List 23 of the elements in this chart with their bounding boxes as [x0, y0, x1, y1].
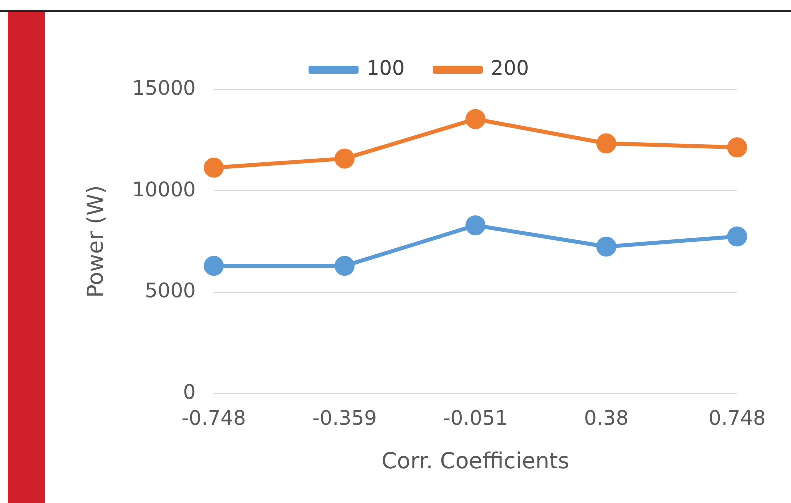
y-tick-label: 15000 [132, 76, 196, 100]
legend-label: 200 [491, 56, 530, 80]
y-axis-title: Power (W) [84, 186, 109, 298]
point [334, 256, 355, 276]
x-tick-label: -0.051 [443, 406, 508, 430]
y-tick-label: 10000 [132, 177, 196, 202]
x-axis-title: Corr. Coefficients [382, 450, 570, 475]
point [727, 226, 748, 247]
x-tick-label: 0.748 [708, 406, 766, 430]
y-tick-label: 5000 [145, 278, 196, 303]
point [596, 236, 617, 257]
x-tick-label: -0.748 [182, 406, 246, 430]
y-tick-label: 0 [183, 380, 196, 404]
legend-label: 100 [366, 56, 406, 80]
x-tick-label: -0.359 [312, 406, 378, 430]
point [466, 216, 486, 236]
point [204, 158, 224, 178]
point [466, 109, 486, 130]
point [596, 134, 617, 154]
point [204, 256, 224, 276]
x-tick-label: 0.38 [584, 406, 629, 430]
point [334, 148, 355, 169]
point [727, 138, 748, 158]
